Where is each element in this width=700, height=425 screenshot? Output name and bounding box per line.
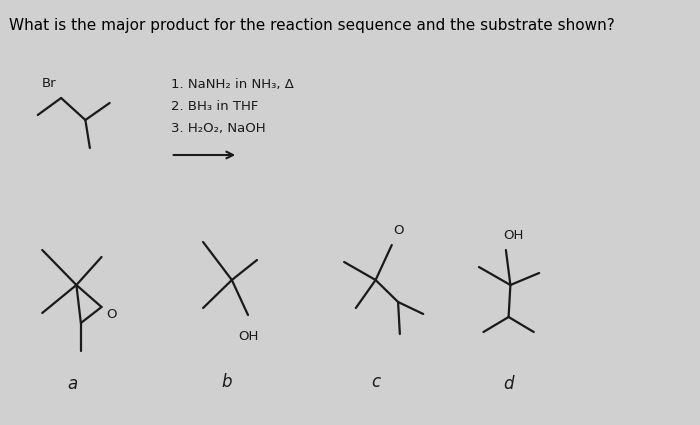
Text: c: c	[371, 373, 380, 391]
Text: a: a	[67, 375, 78, 393]
Text: Br: Br	[41, 77, 56, 90]
Text: b: b	[221, 373, 232, 391]
Text: 3. H₂O₂, NaOH: 3. H₂O₂, NaOH	[171, 122, 265, 135]
Text: d: d	[503, 375, 514, 393]
Text: O: O	[393, 224, 404, 237]
Text: O: O	[106, 309, 116, 321]
Text: 1. NaNH₂ in NH₃, Δ: 1. NaNH₂ in NH₃, Δ	[171, 78, 293, 91]
Text: OH: OH	[238, 330, 258, 343]
Text: 2. BH₃ in THF: 2. BH₃ in THF	[171, 100, 258, 113]
Text: What is the major product for the reaction sequence and the substrate shown?: What is the major product for the reacti…	[9, 18, 615, 33]
Text: OH: OH	[503, 229, 524, 242]
